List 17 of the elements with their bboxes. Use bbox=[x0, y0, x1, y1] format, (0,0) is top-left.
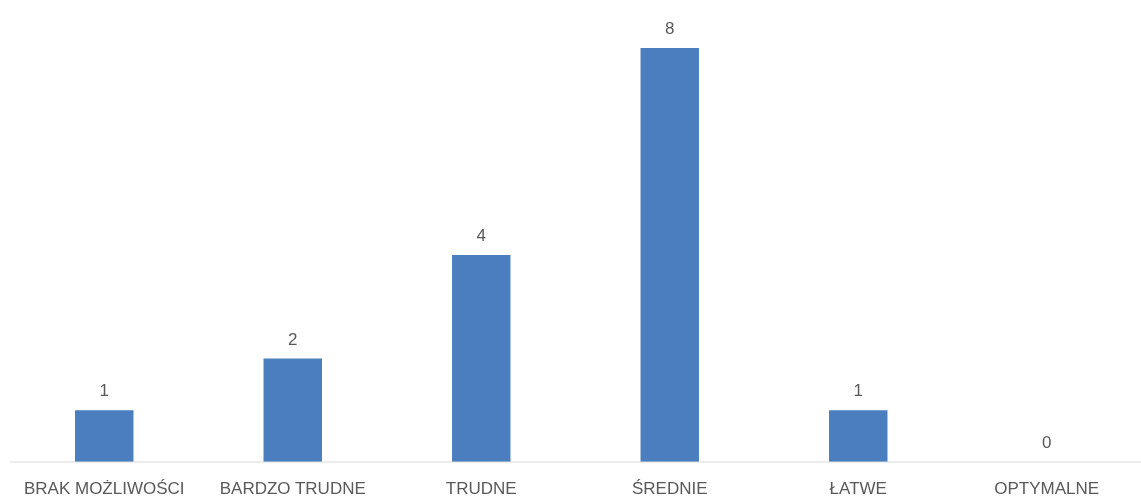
x-tick-label: TRUDNE bbox=[445, 479, 517, 498]
x-tick-label: BARDZO TRUDNE bbox=[219, 479, 366, 498]
data-label: 4 bbox=[476, 226, 486, 245]
x-tick-label: ŁATWE bbox=[829, 479, 887, 498]
x-tick-label: OPTYMALNE bbox=[994, 479, 1100, 498]
data-label: 1 bbox=[853, 381, 863, 401]
bar bbox=[829, 410, 888, 462]
x-tick-label: ŚREDNIE bbox=[631, 479, 708, 498]
data-label: 0 bbox=[1042, 433, 1052, 452]
data-label: 1 bbox=[99, 381, 109, 401]
bar bbox=[452, 255, 511, 462]
data-label: 2 bbox=[288, 329, 298, 349]
bar bbox=[640, 48, 699, 462]
x-tick-label: BRAK MOŻLIWOŚCI bbox=[23, 479, 185, 498]
bar bbox=[263, 358, 322, 462]
bar bbox=[75, 410, 134, 462]
data-label: 8 bbox=[665, 19, 675, 38]
